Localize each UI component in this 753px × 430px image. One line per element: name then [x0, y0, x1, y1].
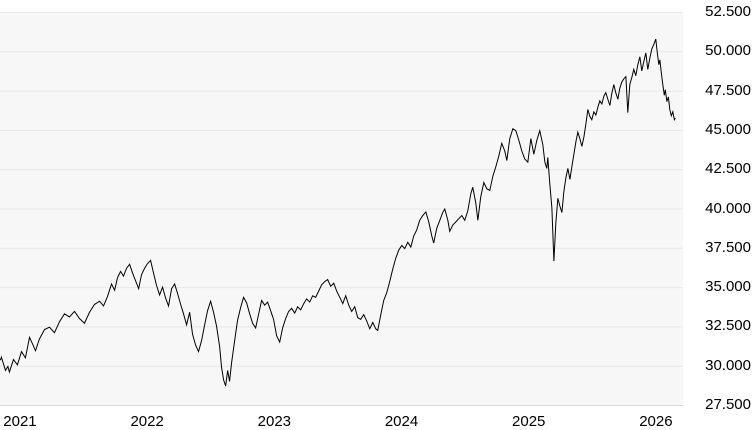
- y-axis-label: 45.000: [705, 120, 751, 138]
- y-axis-label: 37.500: [705, 238, 751, 256]
- y-axis-label: 32.500: [705, 317, 751, 335]
- x-axis-label: 2021: [3, 413, 37, 430]
- y-axis-label: 40.000: [705, 199, 751, 217]
- y-axis-label: 52.500: [705, 3, 751, 20]
- x-axis-label: 2025: [512, 413, 546, 430]
- y-axis-label: 50.000: [705, 42, 751, 60]
- y-axis-label: 35.000: [705, 278, 751, 296]
- y-axis-label: 42.500: [705, 160, 751, 178]
- price-line-series: [0, 38, 676, 387]
- x-axis-label: 2024: [384, 413, 419, 430]
- x-axis-label: 2026: [639, 413, 673, 430]
- x-axis-label: 2023: [257, 413, 292, 430]
- x-axis-label: 2022: [130, 413, 164, 430]
- y-axis-label: 30.000: [705, 356, 751, 374]
- y-axis-label: 27.500: [705, 396, 751, 413]
- y-axis-label: 47.500: [705, 81, 751, 99]
